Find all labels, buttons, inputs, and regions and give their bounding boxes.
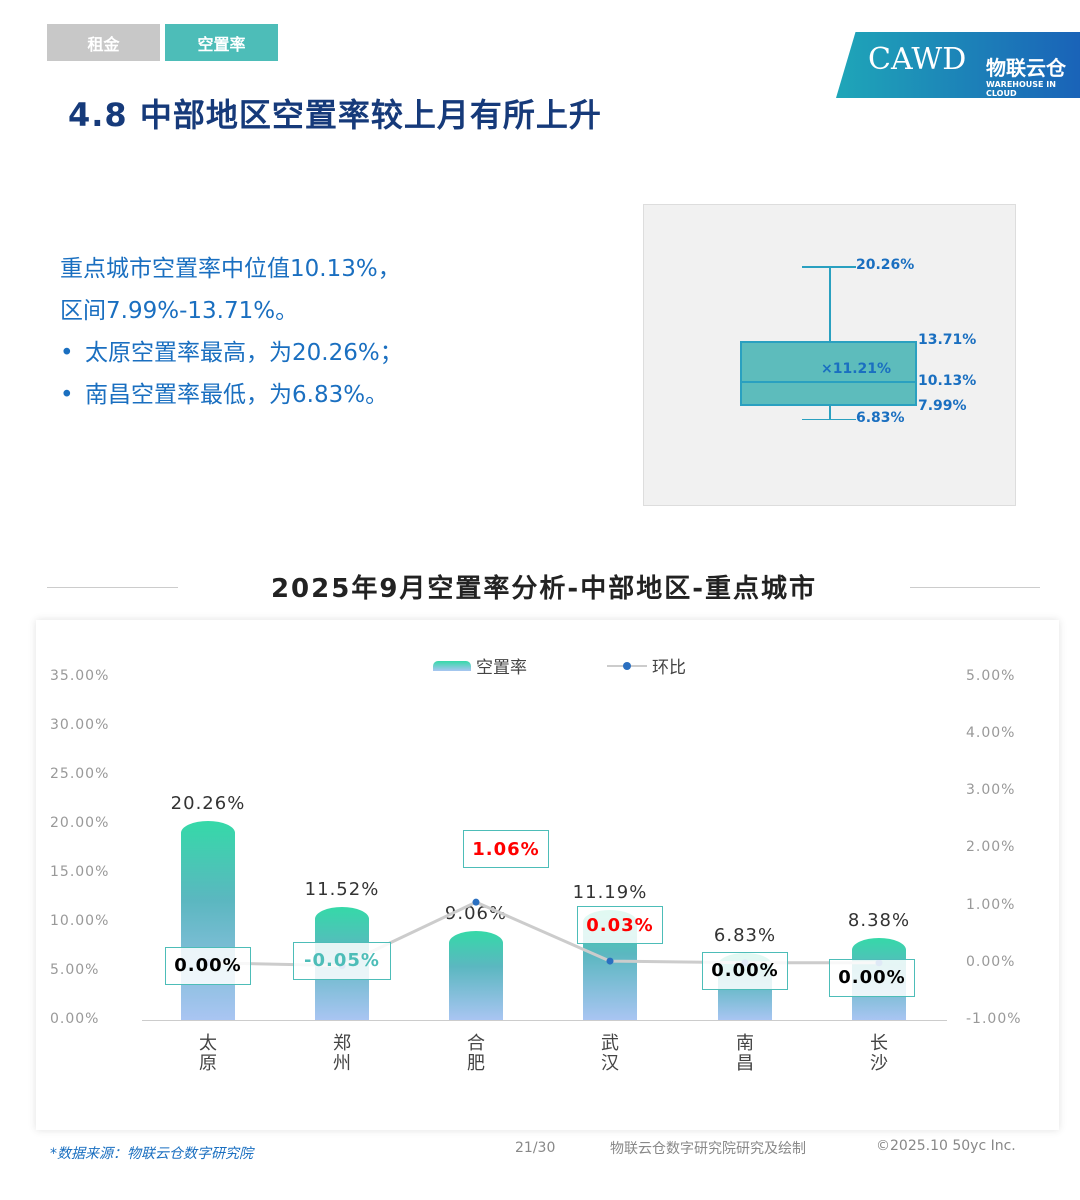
line-value-label: 0.00% [165,946,251,985]
legend-bar-swatch [433,660,471,671]
bar-value-label: 8.38% [847,909,911,931]
right-axis-tick: 0.00% [966,953,1016,970]
x-axis-line [142,1020,947,1021]
category-label: 太原 [199,1033,217,1074]
left-axis-tick: 0.00% [50,1011,100,1027]
tab-vacancy[interactable]: 空置率 [165,24,278,61]
boxplot-label-mean: ×11.21% [821,361,892,378]
copyright: ©2025.10 50yc Inc. [876,1138,1016,1154]
left-axis-tick: 10.00% [50,913,110,929]
summary-line: 区间7.99%-13.71%。 [60,298,299,324]
line-value-label: 0.00% [829,958,915,997]
page-title: 4.8 中部地区空置率较上月有所上升 [68,96,602,134]
line-value-label: -0.05% [293,941,391,980]
summary: 重点城市空置率中位值10.13%， 区间7.99%-13.71%。 太原空置率最… [60,248,403,416]
line-value-label: 1.06% [463,830,549,869]
summary-bullet: 太原空置率最高，为20.26%； [60,332,403,374]
category-label: 南昌 [736,1033,754,1074]
right-axis-tick: 1.00% [966,896,1016,913]
bar [449,931,503,1020]
right-axis-tick: -1.00% [966,1011,1022,1027]
whisker-lower [829,405,831,419]
tab-rent[interactable]: 租金 [47,24,160,61]
logo-en: WAREHOUSE IN CLOUD [986,80,1056,98]
right-axis-tick: 4.00% [966,725,1016,741]
category-label: 武汉 [601,1033,619,1074]
left-axis-tick: 35.00% [50,668,110,684]
legend-line-swatch [607,661,647,670]
bar-value-label: 20.26% [170,793,246,815]
whisker-cap-min [802,418,856,421]
bar-value-label: 11.52% [304,879,380,901]
summary-bullet: 南昌空置率最低，为6.83%。 [60,374,403,416]
right-axis-tick: 3.00% [966,782,1016,799]
boxplot-label-median: 10.13% [918,373,977,390]
left-axis-tick: 5.00% [50,962,100,978]
whisker-cap-max [802,266,856,268]
line-value-label: 0.03% [577,906,663,945]
right-axis-tick: 5.00% [966,667,1016,684]
chart-title: 2025年9月空置率分析-中部地区-重点城市 [178,566,910,616]
left-axis-tick: 25.00% [50,766,110,782]
boxplot-label-max: 20.26% [856,257,915,273]
legend-line: 环比 [607,653,686,678]
logo-cn: 物联云仓 [986,56,1066,80]
logo-cawd: CAWD [868,42,967,77]
credit: 物联云仓数字研究院研究及绘制 [610,1141,806,1157]
legend-bar: 空置率 [433,653,527,678]
left-axis-tick: 20.00% [50,815,110,831]
right-axis-tick: 2.00% [966,839,1016,856]
left-axis-tick: 15.00% [50,864,110,880]
legend-bar-label: 空置率 [476,658,527,678]
boxplot-label-q1: 7.99% [918,397,967,414]
category-label: 合肥 [467,1033,485,1074]
source-note: *数据来源：物联云仓数字研究院 [50,1146,253,1162]
bar-value-label: 9.06% [444,903,508,925]
median-line [740,381,917,383]
boxplot-label-min: 6.83% [856,409,905,426]
box [740,340,917,406]
boxplot-label-q3: 13.71% [918,331,977,348]
summary-line: 重点城市空置率中位值10.13%， [60,256,401,282]
left-axis-tick: 30.00% [50,717,110,733]
legend-line-label: 环比 [652,658,686,678]
bar-value-label: 11.19% [572,882,648,904]
bar [181,821,235,1020]
whisker-upper [829,266,831,341]
category-label: 郑州 [333,1033,351,1074]
logo: CAWD 物联云仓 WAREHOUSE IN CLOUD [836,32,1080,98]
bar-value-label: 6.83% [713,925,777,947]
category-label: 长沙 [870,1033,888,1074]
line-value-label: 0.00% [702,951,788,990]
page-number: 21/30 [515,1140,556,1156]
